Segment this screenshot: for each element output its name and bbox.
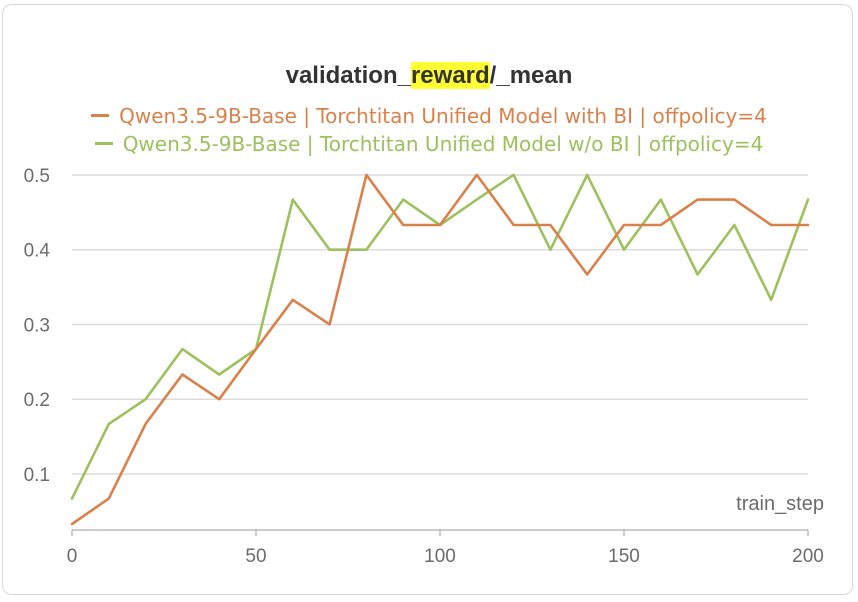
chart-title-part-3: /_mean [489,62,573,89]
x-tick-label: 100 [424,546,456,567]
y-tick-label: 0.3 [24,315,50,336]
legend-item-with-bi[interactable]: Qwen3.5-9B-Base | Torchtitan Unified Mod… [0,104,858,128]
tick-labels: 0.1 0.2 0.3 0.4 0.5 0 50 100 150 200 train_step [24,166,824,567]
chart-panel [2,4,853,595]
grid [72,174,808,475]
x-tick-label: 50 [245,546,266,567]
y-tick-label: 0.2 [24,390,50,411]
chart-title: validation_reward/_mean [0,62,858,90]
y-tick-label: 0.1 [24,465,50,486]
legend-swatch-without-bi [94,142,113,145]
series-lines [70,173,810,526]
y-tick-label: 0.5 [24,166,50,187]
legend-label-without-bi: Qwen3.5-9B-Base | Torchtitan Unified Mod… [122,132,764,156]
x-axis-label: train_step [736,493,824,515]
legend-swatch-with-bi [91,114,110,117]
chart-title-part-1: validation_ [285,62,411,89]
y-tick-label: 0.4 [24,241,51,262]
x-tick-label: 0 [67,546,78,567]
legend-label-with-bi: Qwen3.5-9B-Base | Torchtitan Unified Mod… [119,104,767,128]
axes [71,529,809,536]
series-line-with-bi[interactable] [70,173,810,526]
chart-title-highlight: reward [410,62,490,89]
x-tick-label: 200 [792,546,824,567]
legend-item-without-bi[interactable]: Qwen3.5-9B-Base | Torchtitan Unified Mod… [0,132,858,156]
x-tick-label: 150 [608,546,640,567]
